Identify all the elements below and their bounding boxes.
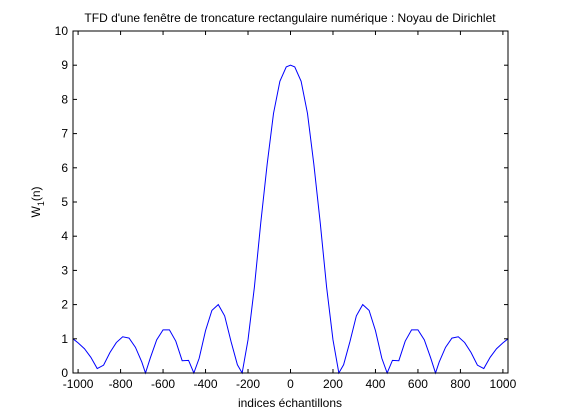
y-tick-label: 5 [61, 195, 68, 209]
x-tick-label: 600 [408, 377, 428, 391]
x-axis-label: indices échantillons [238, 396, 342, 410]
y-tick-label: 2 [61, 298, 68, 312]
x-tick-label: -400 [194, 377, 218, 391]
y-axis-label-main: W [29, 206, 43, 218]
y-axis-label: W1(n) [29, 186, 46, 217]
x-tick-label: 400 [365, 377, 385, 391]
x-tick-label: 0 [287, 377, 294, 391]
x-tick-label: -600 [151, 377, 175, 391]
y-tick-label: 1 [61, 332, 68, 346]
y-tick-label: 7 [61, 127, 68, 141]
x-tick-label: 1000 [490, 377, 517, 391]
plot-background [73, 31, 508, 373]
y-tick-label: 8 [61, 92, 68, 106]
y-tick-label: 6 [61, 161, 68, 175]
y-axis-label-rest: (n) [29, 186, 43, 201]
svg-text:W1(n): W1(n) [29, 186, 46, 217]
y-tick-label: 9 [61, 58, 68, 72]
y-tick-label: 4 [61, 229, 68, 243]
x-tick-label: -200 [236, 377, 260, 391]
x-tick-label: -800 [109, 377, 133, 391]
x-tick-label: 200 [323, 377, 343, 391]
y-tick-label: 0 [61, 366, 68, 380]
y-tick-label: 10 [55, 24, 69, 38]
x-tick-label: 800 [450, 377, 470, 391]
y-tick-label: 3 [61, 263, 68, 277]
chart-title: TFD d'une fenêtre de troncature rectangu… [84, 11, 496, 25]
